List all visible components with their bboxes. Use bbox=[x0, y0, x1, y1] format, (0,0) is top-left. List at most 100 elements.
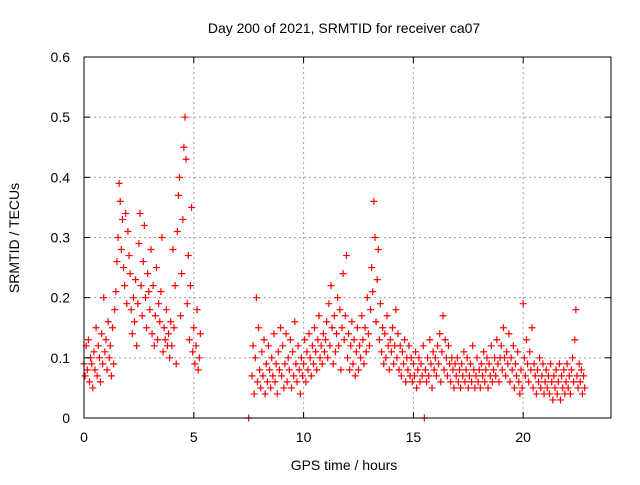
data-point bbox=[547, 360, 555, 368]
data-point bbox=[465, 372, 473, 380]
data-point bbox=[345, 330, 353, 338]
data-point bbox=[169, 246, 177, 254]
data-point bbox=[330, 312, 338, 320]
x-tick-label: 20 bbox=[515, 429, 531, 445]
data-point bbox=[428, 384, 436, 392]
y-tick-label: 0.6 bbox=[51, 49, 71, 65]
data-point bbox=[349, 360, 357, 368]
data-point bbox=[367, 306, 375, 314]
data-point bbox=[324, 354, 332, 362]
data-point bbox=[85, 378, 93, 386]
data-point bbox=[302, 378, 310, 386]
data-point bbox=[492, 372, 500, 380]
data-point bbox=[558, 372, 566, 380]
data-point bbox=[335, 342, 343, 350]
data-point bbox=[476, 384, 484, 392]
data-point bbox=[392, 306, 400, 314]
data-point bbox=[498, 366, 506, 374]
data-point bbox=[455, 366, 463, 374]
data-point bbox=[141, 294, 149, 302]
data-point bbox=[102, 336, 110, 344]
data-point bbox=[307, 372, 315, 380]
data-point bbox=[490, 366, 498, 374]
data-point bbox=[370, 197, 378, 205]
data-point bbox=[117, 246, 125, 254]
data-point bbox=[144, 270, 152, 278]
data-point bbox=[110, 360, 118, 368]
data-point bbox=[380, 360, 388, 368]
data-point bbox=[105, 354, 113, 362]
data-point bbox=[311, 324, 319, 332]
data-point bbox=[376, 300, 384, 308]
data-point bbox=[113, 258, 121, 266]
data-point bbox=[131, 318, 139, 326]
data-point bbox=[319, 330, 327, 338]
data-point bbox=[373, 276, 381, 284]
data-point bbox=[342, 252, 350, 260]
data-point bbox=[120, 264, 128, 272]
data-point bbox=[450, 384, 458, 392]
data-point bbox=[384, 342, 392, 350]
data-point bbox=[395, 366, 403, 374]
data-point bbox=[466, 360, 474, 368]
data-point bbox=[107, 372, 115, 380]
data-point bbox=[418, 372, 426, 380]
data-point bbox=[516, 390, 524, 398]
data-point bbox=[270, 330, 278, 338]
data-point bbox=[550, 372, 558, 380]
data-point bbox=[509, 342, 517, 350]
data-point bbox=[150, 342, 158, 350]
data-point bbox=[386, 336, 394, 344]
data-point bbox=[382, 354, 390, 362]
data-point bbox=[518, 384, 526, 392]
data-point bbox=[149, 282, 157, 290]
data-point bbox=[135, 240, 143, 248]
data-point bbox=[148, 330, 156, 338]
data-point bbox=[426, 336, 434, 344]
data-point bbox=[389, 324, 397, 332]
data-point bbox=[463, 354, 471, 362]
data-point bbox=[555, 360, 563, 368]
data-point bbox=[404, 366, 412, 374]
data-point bbox=[447, 378, 455, 386]
data-point bbox=[277, 324, 285, 332]
data-point bbox=[112, 288, 120, 296]
data-point bbox=[399, 360, 407, 368]
data-point bbox=[125, 252, 133, 260]
data-point bbox=[497, 342, 505, 350]
data-point bbox=[385, 366, 393, 374]
data-point bbox=[443, 372, 451, 380]
data-point bbox=[440, 366, 448, 374]
data-point bbox=[493, 336, 501, 344]
data-point bbox=[477, 360, 485, 368]
data-point bbox=[288, 384, 296, 392]
data-point bbox=[138, 312, 146, 320]
data-point bbox=[170, 324, 178, 332]
data-point bbox=[352, 348, 360, 356]
data-point bbox=[572, 306, 580, 314]
data-point bbox=[416, 378, 424, 386]
data-point bbox=[354, 366, 362, 374]
data-point bbox=[283, 378, 291, 386]
data-point bbox=[262, 360, 270, 368]
data-point bbox=[334, 294, 342, 302]
data-point bbox=[314, 336, 322, 344]
data-point bbox=[438, 348, 446, 356]
data-point bbox=[114, 234, 122, 241]
data-point bbox=[546, 390, 554, 398]
data-point bbox=[439, 312, 447, 320]
data-point bbox=[292, 360, 300, 368]
data-point bbox=[581, 384, 589, 392]
data-point bbox=[264, 342, 272, 350]
data-point bbox=[510, 384, 518, 392]
data-point bbox=[285, 366, 293, 374]
data-point bbox=[513, 372, 521, 380]
data-point bbox=[127, 306, 135, 314]
data-point bbox=[109, 324, 117, 332]
data-point bbox=[494, 360, 502, 368]
data-point bbox=[445, 342, 453, 350]
data-point bbox=[361, 324, 369, 332]
data-point bbox=[327, 282, 335, 290]
data-point bbox=[495, 378, 503, 386]
